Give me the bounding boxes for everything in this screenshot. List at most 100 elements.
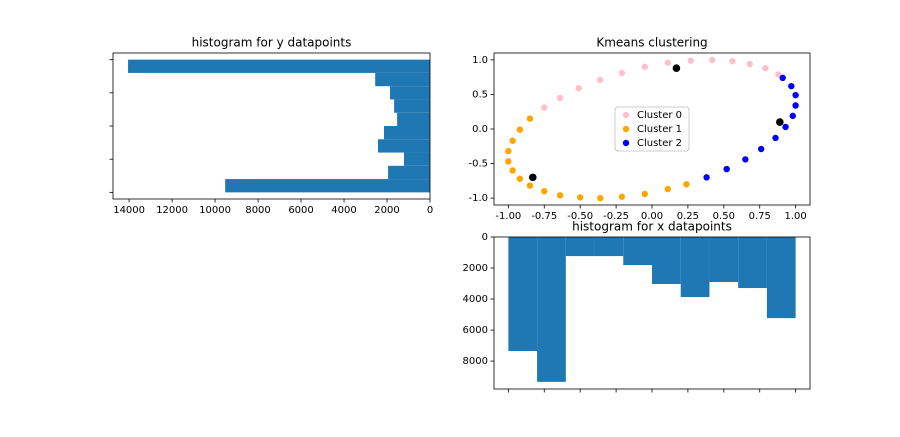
- data-point: [575, 85, 582, 92]
- data-point: [664, 185, 671, 193]
- data-point: [618, 69, 626, 77]
- chart-title: histogram for x datapoints: [572, 220, 732, 234]
- x-tick-label: 14000: [113, 205, 145, 216]
- data-point: [526, 182, 534, 189]
- x-tick-label: 6000: [288, 205, 313, 216]
- data-point: [757, 145, 765, 153]
- data-point: [541, 187, 548, 195]
- bar: [537, 237, 566, 382]
- legend-marker: [622, 139, 630, 147]
- y-tick-label: 4000: [463, 294, 488, 305]
- x-tick-label: 0.75: [749, 211, 771, 222]
- centroid: [672, 64, 681, 72]
- bar: [766, 237, 796, 319]
- x-tick-label: 0.50: [713, 211, 735, 222]
- bar: [390, 86, 430, 100]
- centroid: [528, 173, 537, 182]
- data-point: [782, 123, 789, 131]
- data-point: [729, 58, 736, 65]
- data-point: [789, 112, 796, 120]
- bar: [377, 139, 430, 153]
- legend: Cluster 0 Cluster 1 Cluster 2: [614, 106, 690, 152]
- bar: [652, 237, 681, 284]
- bar: [394, 99, 430, 113]
- legend-label: Cluster 2: [637, 138, 682, 149]
- data-point: [516, 126, 524, 133]
- chart-title: Kmeans clustering: [596, 36, 707, 50]
- bar: [384, 126, 430, 140]
- y-tick-label: 8000: [463, 356, 488, 367]
- data-point: [597, 76, 604, 84]
- bar: [375, 72, 430, 87]
- data-point: [541, 104, 548, 111]
- bar: [680, 237, 710, 298]
- x-tick-label: 8000: [245, 205, 270, 216]
- data-point: [709, 56, 716, 64]
- data-point: [556, 192, 564, 199]
- data-point: [618, 193, 626, 200]
- data-point: [597, 194, 604, 202]
- bar: [128, 59, 430, 73]
- bar: [388, 165, 430, 180]
- legend-box: [614, 106, 690, 152]
- bar: [565, 237, 595, 257]
- x-tick-label: 2000: [374, 205, 399, 216]
- chart: Cluster 0 Cluster 1 Cluster 2 -1.00 -0.75 -0.…: [468, 36, 811, 222]
- data-point: [683, 181, 690, 188]
- y-tick-label: -0.5: [468, 159, 488, 170]
- data-point: [576, 194, 584, 201]
- data-point: [505, 158, 512, 165]
- chart: 0 2000 4000 6000 8000 histogram for x datapoi…: [463, 220, 811, 393]
- x-tick-label: 0.25: [677, 211, 699, 222]
- y-tick-label: 2000: [463, 263, 488, 274]
- bar: [709, 237, 739, 282]
- data-point: [792, 102, 799, 109]
- x-tick-label: -0.75: [531, 211, 557, 222]
- data-point: [509, 167, 516, 174]
- data-point: [556, 94, 564, 102]
- centroid: [776, 118, 784, 126]
- data-point: [746, 60, 753, 68]
- legend-label: Cluster 1: [637, 124, 682, 135]
- legend-marker: [622, 111, 630, 119]
- bar: [397, 112, 430, 126]
- y-tick-label: 0.5: [472, 89, 488, 100]
- data-point: [509, 137, 516, 144]
- data-point: [664, 59, 671, 66]
- data-point: [505, 147, 512, 155]
- data-point: [762, 65, 769, 72]
- y-tick-label: 1.0: [472, 55, 488, 66]
- bar: [403, 152, 430, 166]
- y-tick-label: 6000: [463, 325, 488, 336]
- data-point: [641, 190, 649, 198]
- data-point: [703, 174, 710, 181]
- bar: [594, 237, 624, 257]
- x-tick-label: -0.50: [567, 211, 593, 222]
- bar: [738, 237, 767, 289]
- bar: [225, 179, 430, 193]
- x-tick-label: 4000: [331, 205, 356, 216]
- x-tick-label: -1.00: [495, 211, 521, 222]
- y-tick-label: 0.0: [472, 124, 488, 135]
- data-point: [742, 156, 749, 163]
- data-point: [526, 115, 534, 122]
- y-tick-label: 0: [482, 232, 488, 243]
- x-tick-label: 12000: [156, 205, 188, 216]
- chart-title: histogram for y datapoints: [192, 36, 352, 50]
- data-point: [723, 165, 730, 173]
- y-tick-label: -1.0: [468, 193, 488, 204]
- data-point: [788, 82, 795, 90]
- data-point: [779, 74, 786, 82]
- data-point: [641, 63, 649, 71]
- bar: [508, 237, 538, 351]
- legend-marker: [622, 125, 630, 133]
- data-point: [772, 134, 779, 142]
- bar: [623, 237, 652, 266]
- x-tick-label: -0.25: [603, 211, 629, 222]
- data-point: [687, 57, 694, 64]
- x-tick-label: 0.00: [641, 211, 663, 222]
- legend-label: Cluster 0: [637, 110, 682, 121]
- data-point: [516, 175, 524, 182]
